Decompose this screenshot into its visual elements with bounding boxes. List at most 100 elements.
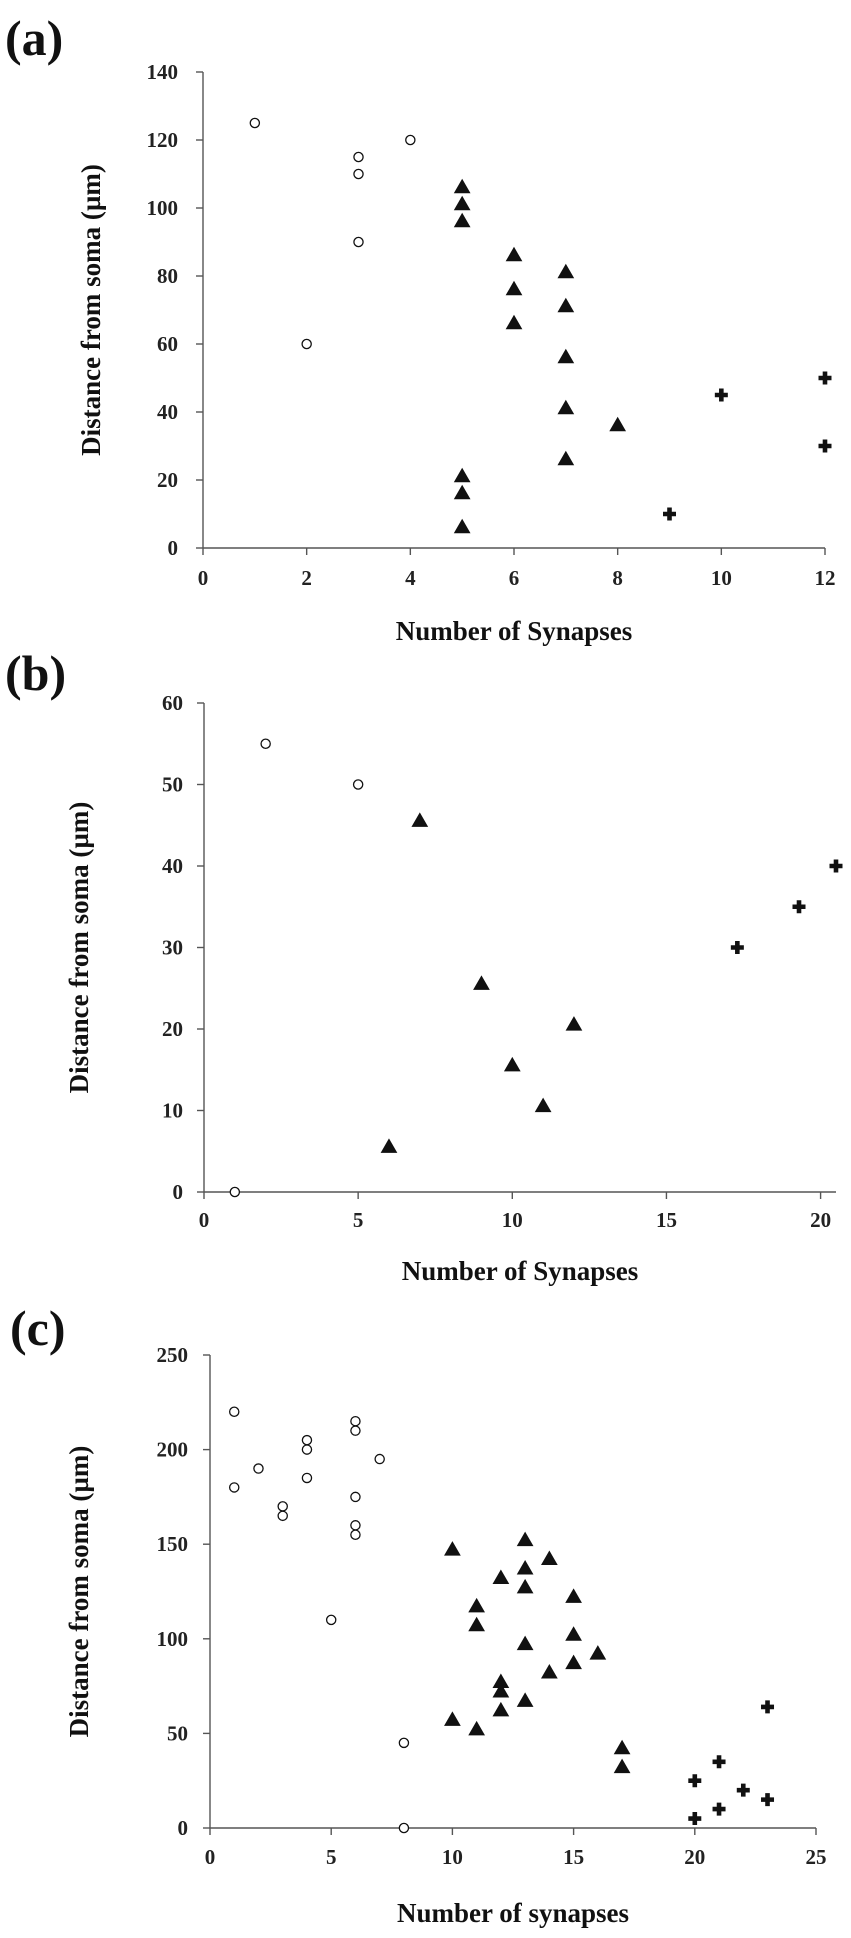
data-point-circle <box>398 1737 410 1749</box>
data-point-triangle <box>411 812 429 827</box>
data-point-triangle <box>492 1701 510 1717</box>
x-tick-label: 10 <box>502 1208 523 1232</box>
data-point-triangle <box>516 1531 534 1547</box>
data-point-circle <box>350 1529 361 1540</box>
y-tick-label: 60 <box>162 691 183 715</box>
data-point-triangle <box>444 1541 461 1556</box>
data-point-triangle <box>565 1016 583 1031</box>
data-point-triangle <box>534 1097 552 1113</box>
y-tick-label: 0 <box>168 536 179 560</box>
data-point-triangle <box>453 518 471 534</box>
data-point-plus <box>818 439 832 453</box>
data-point-triangle <box>516 1578 534 1594</box>
data-point-circle <box>253 1463 264 1474</box>
x-tick-label: 8 <box>612 566 623 590</box>
data-point-triangle <box>516 1635 534 1651</box>
data-point-plus <box>761 1793 775 1807</box>
data-point-circle <box>350 1415 361 1427</box>
data-point-circle <box>350 1425 361 1436</box>
y-tick-label: 0 <box>178 1816 189 1840</box>
x-tick-label: 2 <box>301 566 312 590</box>
data-point-circle <box>353 168 364 180</box>
data-point-plus <box>688 1812 702 1826</box>
x-tick-label: 25 <box>806 1845 827 1869</box>
data-point-triangle <box>516 1559 534 1575</box>
data-point-triangle <box>505 246 523 262</box>
data-point-circle <box>405 134 416 146</box>
data-point-circle <box>353 151 364 163</box>
data-point-circle <box>352 779 364 790</box>
data-point-plus <box>761 1700 775 1714</box>
panel-label: (a) <box>5 10 63 66</box>
data-point-triangle <box>453 195 471 211</box>
panel-label: (b) <box>5 645 66 701</box>
data-point-triangle <box>468 1720 486 1736</box>
data-point-circle <box>301 338 312 350</box>
data-point-triangle <box>453 467 471 483</box>
x-tick-label: 15 <box>656 1208 677 1232</box>
data-point-plus <box>663 507 676 521</box>
data-point-triangle <box>380 1138 398 1153</box>
data-point-triangle <box>453 484 471 500</box>
data-point-triangle <box>565 1654 582 1670</box>
x-tick-label: 10 <box>711 566 732 590</box>
data-point-circle <box>325 1614 337 1626</box>
panel-label: (c) <box>10 1300 66 1356</box>
y-tick-label: 20 <box>162 1017 183 1041</box>
data-point-triangle <box>492 1569 510 1584</box>
data-point-plus <box>736 1783 750 1797</box>
x-tick-label: 5 <box>326 1845 337 1869</box>
data-point-triangle <box>557 297 575 313</box>
data-point-circle <box>350 1520 361 1531</box>
data-point-triangle <box>453 178 471 194</box>
x-tick-label: 0 <box>199 1208 210 1232</box>
y-tick-label: 80 <box>157 264 178 288</box>
y-tick-label: 150 <box>157 1532 189 1556</box>
y-axis-title: Distance from soma (µm) <box>64 802 94 1094</box>
data-point-plus <box>714 388 728 402</box>
data-point-circle <box>249 117 261 129</box>
data-point-circle <box>301 1444 313 1455</box>
y-tick-label: 250 <box>157 1343 189 1367</box>
y-tick-label: 50 <box>162 773 183 797</box>
y-tick-label: 0 <box>173 1180 184 1204</box>
panel-c: (c) 0 50 100 150 200 250 0 5 10 15 20 25 Number of sy… <box>10 1300 827 1928</box>
data-point-plus <box>712 1755 726 1769</box>
data-point-triangle <box>557 450 575 466</box>
y-tick-label: 20 <box>157 468 178 492</box>
data-point-circle <box>228 1482 240 1493</box>
x-axis-title: Number of Synapses <box>396 616 633 646</box>
y-tick-label: 30 <box>162 936 183 960</box>
data-point-triangle <box>453 212 471 228</box>
data-point-triangle <box>557 399 575 415</box>
data-point-triangle <box>505 314 523 330</box>
y-tick-label: 200 <box>157 1438 189 1462</box>
data-point-circle <box>301 1472 313 1484</box>
x-tick-label: 10 <box>442 1845 463 1869</box>
data-point-triangle <box>492 1682 510 1698</box>
data-point-triangle <box>473 975 490 990</box>
data-point-plus <box>688 1774 702 1788</box>
x-tick-label: 4 <box>405 566 416 590</box>
y-tick-label: 60 <box>157 332 178 356</box>
data-point-circle <box>277 1501 288 1512</box>
data-point-triangle <box>613 1739 631 1755</box>
y-tick-label: 10 <box>162 1099 183 1123</box>
data-point-circle <box>277 1510 288 1522</box>
data-point-plus <box>792 900 806 914</box>
data-point-plus <box>712 1802 726 1816</box>
data-point-triangle <box>557 348 575 364</box>
data-point-triangle <box>516 1692 534 1707</box>
y-tick-label: 40 <box>162 854 183 878</box>
data-point-circle <box>350 1491 361 1503</box>
data-point-circle <box>301 1434 313 1446</box>
x-tick-label: 6 <box>509 566 520 590</box>
y-axis-title: Distance from soma (µm) <box>76 164 106 456</box>
data-point-plus <box>818 371 832 385</box>
data-point-triangle <box>557 263 575 279</box>
data-point-plus <box>730 941 744 954</box>
x-tick-label: 5 <box>353 1208 364 1232</box>
data-point-triangle <box>444 1711 461 1726</box>
y-tick-label: 100 <box>147 196 179 220</box>
